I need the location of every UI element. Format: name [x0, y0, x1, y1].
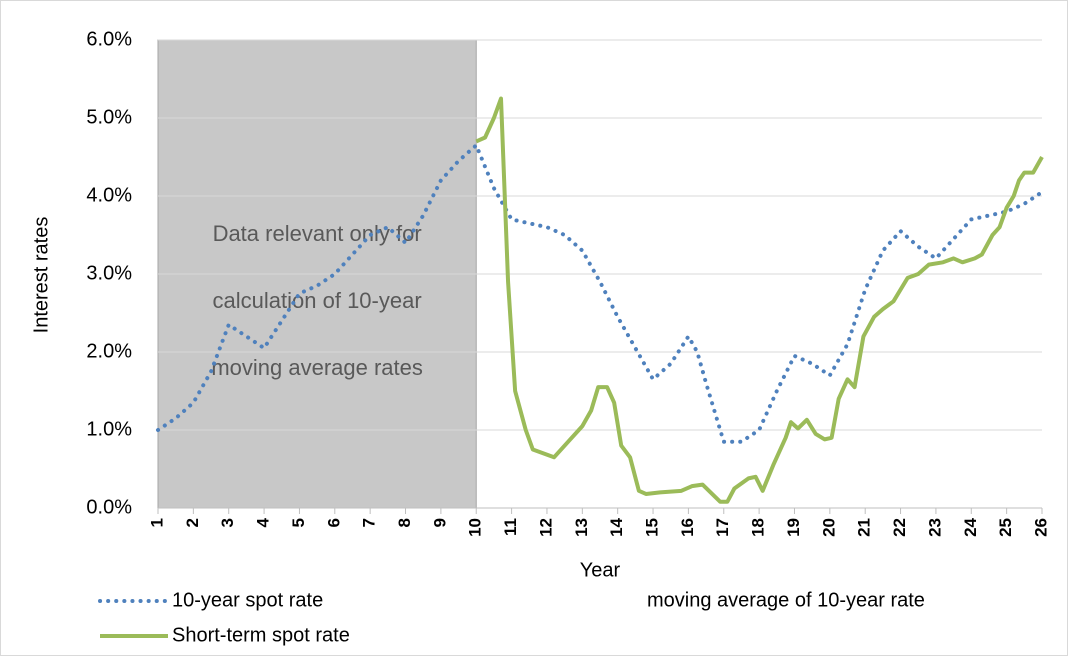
series-line — [475, 96, 1044, 504]
y-tick-label: 4.0% — [86, 184, 132, 206]
series-line — [156, 143, 1044, 444]
x-tick-label: 11 — [501, 518, 520, 536]
x-tick-label: 1 — [147, 518, 166, 527]
y-tick-label: 6.0% — [86, 28, 132, 50]
x-tick-label: 18 — [749, 518, 768, 537]
legend-label: moving average of 10-year rate — [647, 589, 925, 611]
x-tick-label: 3 — [218, 518, 237, 527]
x-tick-label: 8 — [395, 518, 414, 527]
x-tick-label: 6 — [324, 518, 343, 527]
x-tick-label: 13 — [572, 518, 591, 537]
x-tick-label: 21 — [855, 518, 874, 537]
y-tick-label: 3.0% — [86, 262, 132, 284]
y-tick-label: 0.0% — [86, 496, 132, 518]
annotation: moving average rates — [211, 355, 423, 380]
y-axis-label: Interest rates — [30, 217, 52, 334]
annotation: Data relevant only for — [213, 221, 422, 246]
x-tick-label: 20 — [819, 518, 838, 537]
legend-label: 10-year spot rate — [172, 589, 323, 611]
x-tick-label: 7 — [360, 518, 379, 527]
x-tick-label: 9 — [430, 518, 449, 527]
x-tick-label: 2 — [183, 518, 202, 527]
annotation: calculation of 10-year — [213, 288, 422, 313]
x-tick-label: 4 — [254, 517, 273, 527]
x-tick-label: 22 — [890, 518, 909, 537]
y-tick-label: 5.0% — [86, 106, 132, 128]
x-tick-label: 26 — [1031, 518, 1050, 537]
x-tick-label: 12 — [536, 518, 555, 537]
x-tick-label: 10 — [466, 518, 485, 537]
x-tick-label: 14 — [607, 517, 626, 536]
x-tick-label: 24 — [961, 517, 980, 536]
x-axis-label: Year — [580, 559, 621, 581]
legend-label: Short-term spot rate — [172, 624, 350, 646]
x-tick-label: 5 — [289, 518, 308, 527]
x-tick-label: 25 — [996, 518, 1015, 537]
x-tick-label: 15 — [643, 518, 662, 537]
x-tick-label: 16 — [678, 518, 697, 537]
x-tick-label: 17 — [713, 518, 732, 537]
y-tick-label: 1.0% — [86, 418, 132, 440]
x-tick-label: 19 — [784, 518, 803, 537]
y-tick-label: 2.0% — [86, 340, 132, 362]
x-tick-label: 23 — [925, 518, 944, 537]
